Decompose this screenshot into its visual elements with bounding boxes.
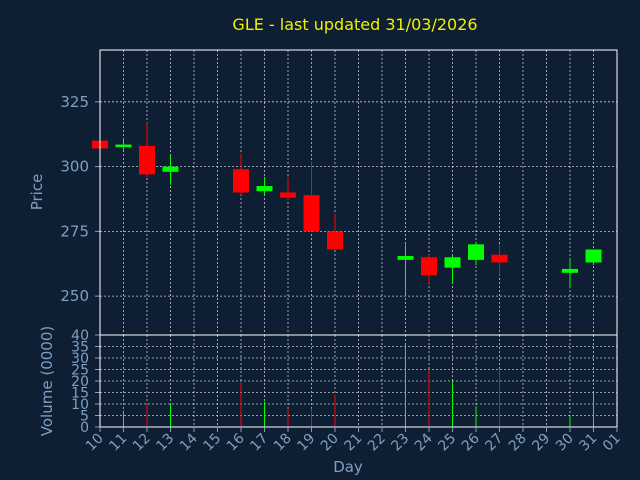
candle-body: [585, 249, 602, 263]
candle-body: [303, 195, 320, 232]
price-tick-label: 250: [60, 287, 89, 305]
candle-body: [280, 192, 296, 198]
price-tick-label: 275: [60, 222, 89, 240]
volume-tick-label: 10: [71, 397, 89, 413]
volume-tick-label: 35: [71, 340, 89, 356]
price-tick-label: 325: [60, 93, 89, 111]
candle-body: [562, 268, 578, 273]
volume-tick-label: 25: [71, 363, 89, 379]
volume-tick-label: 15: [71, 386, 89, 402]
candle-body: [233, 169, 249, 193]
candle-body: [491, 254, 508, 263]
volume-tick-label: 20: [71, 374, 89, 390]
candle-body: [421, 257, 437, 276]
candle-body: [327, 231, 343, 250]
price-axis-label: Price: [28, 174, 46, 211]
price-y-ticks: 250 275 300 325: [60, 93, 100, 305]
x-axis-label: Day: [333, 458, 363, 476]
candle-body: [139, 145, 155, 175]
chart-title: GLE - last updated 31/03/2026: [232, 15, 477, 34]
candle-body: [397, 255, 414, 260]
candle-body: [162, 166, 179, 172]
volume-tick-label: 30: [71, 351, 89, 367]
price-tick-label: 300: [60, 158, 89, 176]
volume-tick-label: 40: [71, 328, 89, 344]
candle-body: [115, 144, 132, 148]
candle-body: [468, 244, 484, 260]
volume-tick-label: 0: [80, 420, 89, 436]
candle-body: [256, 186, 273, 192]
volume-tick-label: 5: [80, 409, 89, 425]
volume-bars: [123, 344, 594, 427]
volume-axis-label: Volume (0000): [38, 326, 56, 436]
candle-body: [444, 257, 461, 268]
